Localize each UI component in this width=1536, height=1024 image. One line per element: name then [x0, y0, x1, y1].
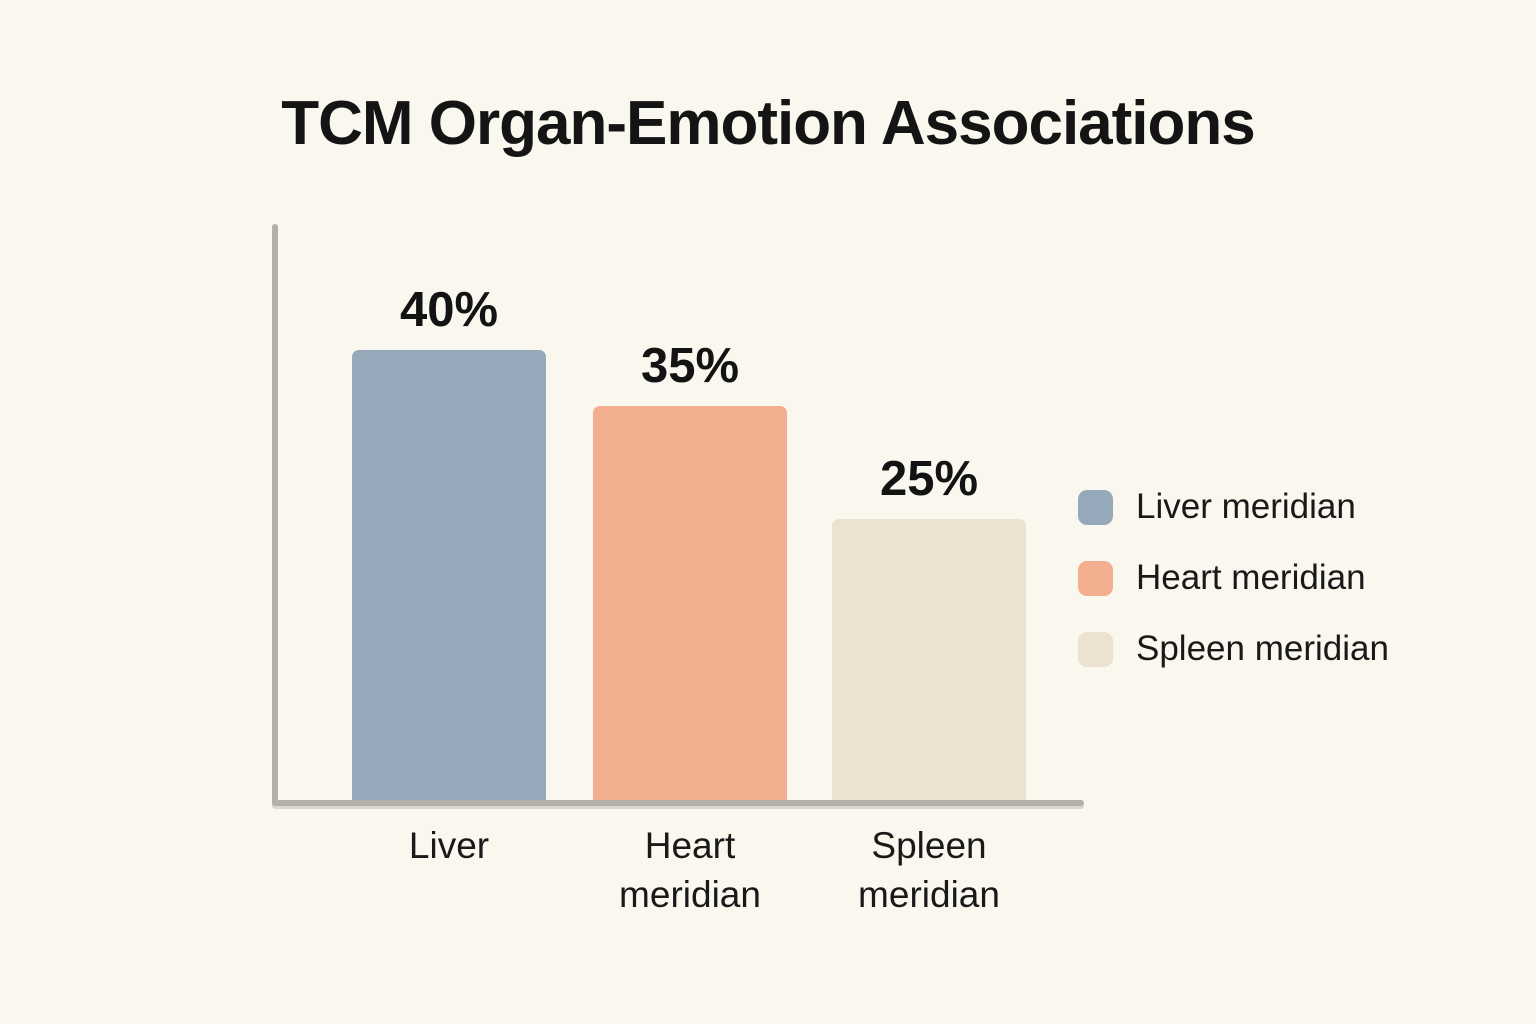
bar-value-label-heart-meridian: 35% [640, 339, 740, 393]
legend-label: Heart meridian [1136, 558, 1366, 597]
bar-spleen-meridian [832, 519, 1026, 800]
bar-value-label-liver: 40% [399, 283, 499, 337]
legend-swatch-icon [1078, 560, 1113, 596]
legend: Liver meridian Heart meridian Spleen merid… [1078, 487, 1389, 669]
legend-item-liver-meridian: Liver meridian [1078, 487, 1389, 527]
legend-label: Liver meridian [1136, 487, 1356, 526]
legend-swatch-icon [1078, 631, 1113, 667]
bar-value-label-spleen-meridian: 25% [879, 452, 979, 506]
legend-swatch-icon [1078, 489, 1113, 525]
bar-group-heart-meridian: 35% [593, 224, 787, 800]
chart-title: TCM Organ-Emotion Associations [281, 89, 1256, 158]
legend-item-heart-meridian: Heart meridian [1078, 558, 1389, 598]
legend-label: Spleen meridian [1136, 629, 1389, 668]
bar-group-spleen-meridian: 25% [832, 224, 1026, 800]
bar-group-liver: 40% [352, 224, 546, 800]
y-axis-line [272, 224, 278, 806]
x-axis-label-heart-meridian: Heart meridian [619, 825, 761, 915]
x-axis-label-liver: Liver [408, 825, 490, 866]
bar-heart-meridian [593, 406, 787, 800]
x-axis-label-spleen-meridian: Spleen meridian [858, 825, 1000, 915]
x-axis-line [272, 800, 1084, 806]
legend-item-spleen-meridian: Spleen meridian [1078, 629, 1389, 669]
bar-liver [352, 350, 546, 800]
